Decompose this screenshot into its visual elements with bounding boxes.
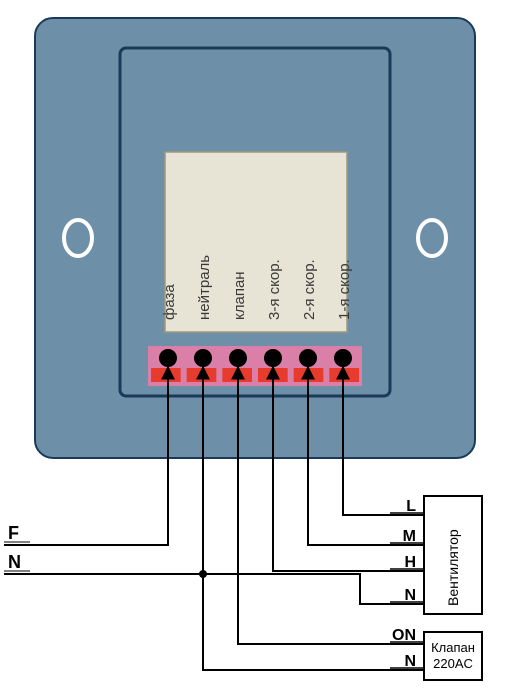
terminal-contact-4	[299, 349, 317, 367]
terminal-label-plate	[165, 152, 347, 332]
mounting-hole-left	[64, 220, 92, 256]
terminal-label-5: 1-я скор.	[336, 259, 353, 320]
wire-N-to-valve	[203, 574, 424, 670]
terminal-clamp-0	[151, 368, 181, 382]
terminal-clamp-1	[187, 368, 217, 382]
valve-box-label-1: Клапан	[431, 640, 475, 655]
terminal-contact-1	[194, 349, 212, 367]
fan-box-label: Вентилятор	[445, 529, 461, 606]
terminal-label-1: нейтраль	[196, 255, 213, 320]
input-label-N: N	[8, 552, 21, 572]
terminal-label-2: клапан	[231, 271, 248, 320]
mounting-hole-right	[418, 220, 446, 256]
wire-N-to-fan	[203, 574, 424, 604]
input-label-F: F	[8, 523, 19, 543]
terminal-label-3: 3-я скор.	[266, 259, 283, 320]
terminal-label-0: фаза	[161, 284, 178, 320]
terminal-contact-3	[264, 349, 282, 367]
terminal-contact-5	[334, 349, 352, 367]
valve-box-label-2: 220AC	[433, 656, 473, 671]
terminal-clamp-5	[329, 368, 359, 382]
terminal-contact-2	[229, 349, 247, 367]
terminal-label-4: 2-я скор.	[301, 259, 318, 320]
junction-node	[199, 570, 207, 578]
terminal-contact-0	[159, 349, 177, 367]
